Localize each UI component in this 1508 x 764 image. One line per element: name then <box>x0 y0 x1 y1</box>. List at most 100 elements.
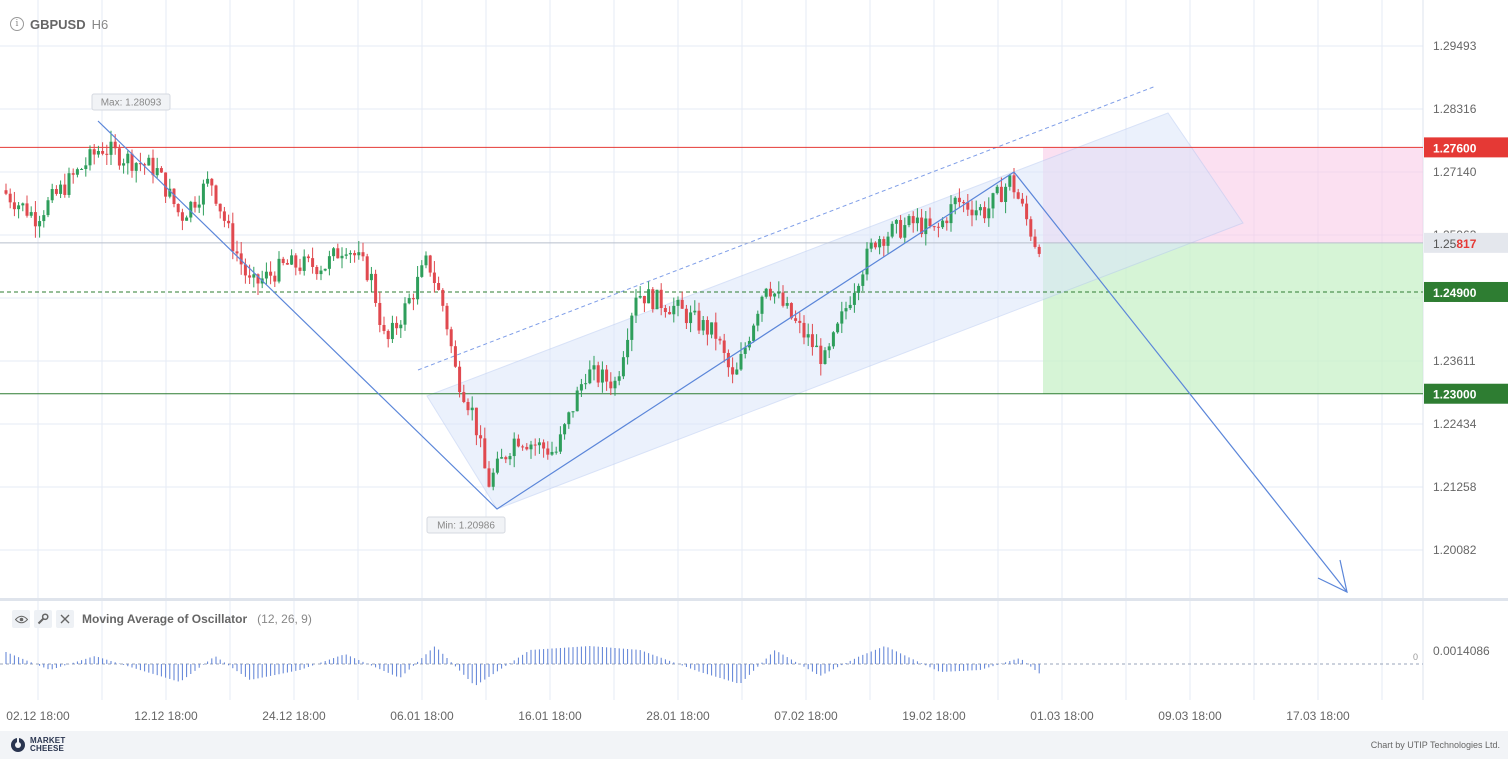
candle-body <box>663 308 667 313</box>
candle-body <box>995 186 999 194</box>
time-axis-label: 24.12 18:00 <box>262 709 326 723</box>
candle-body <box>445 305 449 330</box>
candle-body <box>25 203 29 216</box>
candle-body <box>941 220 945 228</box>
candle-body <box>1033 236 1037 247</box>
indicator-toolbar: Moving Average of Oscillator (12, 26, 9) <box>12 609 312 629</box>
candle-body <box>59 184 63 194</box>
candle-body <box>983 207 987 219</box>
candle-body <box>235 251 239 254</box>
candle-body <box>201 183 205 205</box>
candle-body <box>945 220 949 224</box>
candle-body <box>382 324 386 331</box>
candle-body <box>693 310 697 313</box>
candle-body <box>672 305 676 315</box>
candle-body <box>277 258 281 282</box>
candle-body <box>491 472 495 487</box>
candle-body <box>101 151 105 154</box>
candle-body <box>327 256 331 269</box>
candle-body <box>176 204 180 213</box>
candle-body <box>768 288 772 297</box>
candle-body <box>999 186 1003 202</box>
candle-body <box>353 253 357 256</box>
candle-body <box>449 329 453 347</box>
level-label-box-1 <box>1424 281 1508 302</box>
candle-body <box>466 401 470 411</box>
candle-body <box>33 212 37 227</box>
candle-body <box>483 438 487 469</box>
candle-body <box>46 200 50 216</box>
candle-body <box>537 442 541 446</box>
pane-separator <box>0 598 1508 601</box>
info-icon[interactable]: i <box>10 17 24 31</box>
oscillator-bars <box>5 646 1040 686</box>
candle-body <box>4 190 8 194</box>
candle-body <box>899 220 903 238</box>
candle-body <box>836 323 840 333</box>
candle-body <box>395 322 399 329</box>
candle-body <box>231 223 235 252</box>
candle-body <box>651 289 655 310</box>
candle-body <box>710 322 714 335</box>
price-tick-label: 1.28316 <box>1433 102 1477 116</box>
candle-body <box>873 242 877 248</box>
candle-body <box>655 289 659 310</box>
candle-body <box>180 212 184 221</box>
candle-body <box>411 298 415 300</box>
candle-body <box>298 267 302 271</box>
candle-body <box>155 168 159 176</box>
candle-body <box>512 438 516 457</box>
candle-body <box>819 345 823 365</box>
candle-body <box>878 239 882 248</box>
max-price-tag: Max: 1.28093 <box>101 98 162 109</box>
candle-body <box>533 444 537 446</box>
candle-body <box>735 369 739 375</box>
candle-body <box>714 322 718 339</box>
candle-body <box>1020 198 1024 204</box>
candle-body <box>319 270 323 275</box>
channel-area <box>426 112 1244 510</box>
candle-body <box>306 256 310 259</box>
candle-body <box>798 320 802 323</box>
candle-body <box>857 285 861 293</box>
candle-body <box>168 188 172 197</box>
candle-body <box>285 262 289 265</box>
candle-body <box>428 255 432 273</box>
eye-icon[interactable] <box>12 610 30 628</box>
candle-body <box>222 211 226 221</box>
min-price-tag: Min: 1.20986 <box>437 521 495 532</box>
candle-body <box>1008 175 1012 187</box>
candle-body <box>386 330 390 340</box>
candle-body <box>1016 192 1020 199</box>
close-icon[interactable] <box>56 610 74 628</box>
candle-body <box>323 268 327 271</box>
candle-body <box>890 223 894 237</box>
candle-body <box>882 239 886 246</box>
candle-body <box>374 273 378 303</box>
candle-body <box>684 308 688 324</box>
candle-body <box>164 172 168 197</box>
candle-body <box>122 163 126 166</box>
candle-body <box>143 164 147 166</box>
time-axis-label: 02.12 18:00 <box>6 709 70 723</box>
candle-body <box>743 347 747 354</box>
candle-body <box>605 369 609 382</box>
market-cheese-logo[interactable]: MARKET CHEESE <box>10 737 80 753</box>
candle-body <box>571 411 575 413</box>
candle-body <box>596 365 600 383</box>
candle-body <box>437 283 441 290</box>
candle-body <box>647 289 651 304</box>
candle-body <box>218 203 222 212</box>
logo-line-2: CHEESE <box>30 744 65 753</box>
candle-body <box>659 289 663 309</box>
candle-body <box>54 189 58 194</box>
wrench-icon[interactable] <box>34 610 52 628</box>
candle-body <box>638 295 642 298</box>
candle-body <box>42 215 46 222</box>
candle-body <box>676 299 680 306</box>
forecast-arrow-line <box>1013 171 1348 593</box>
candle-body <box>827 346 831 351</box>
candle-body <box>697 310 701 331</box>
